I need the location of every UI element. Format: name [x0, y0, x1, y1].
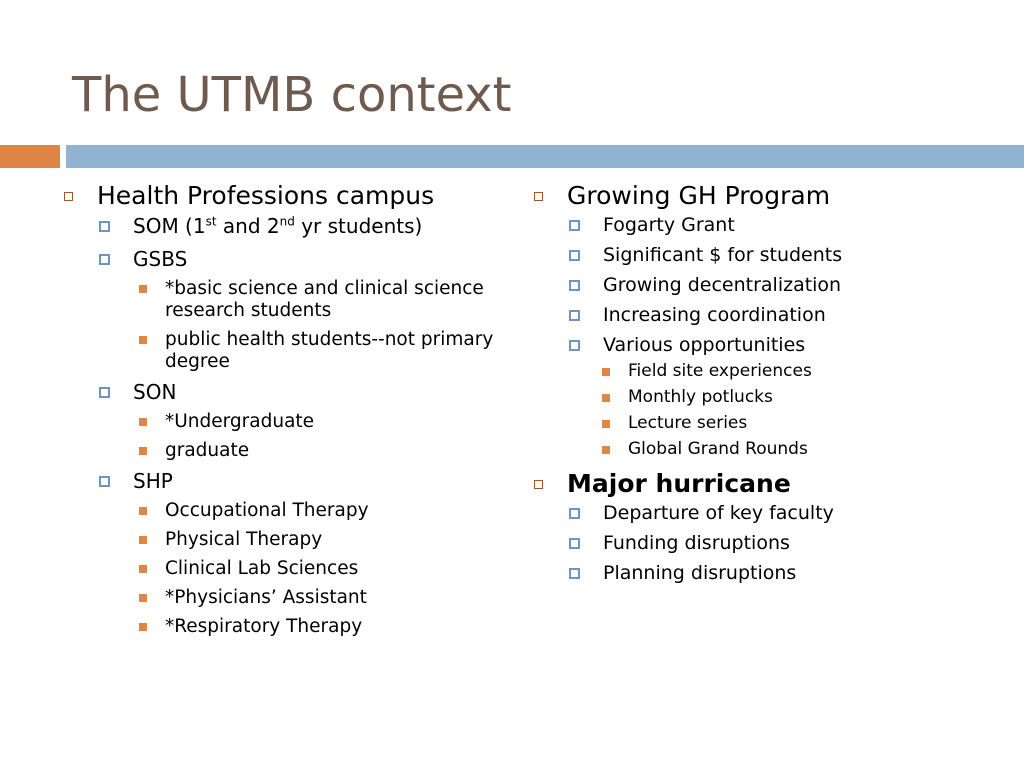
bullet-text: Lecture series [628, 413, 748, 433]
bullet-text: Fogarty Grant [603, 214, 735, 236]
bullet-text: graduate [165, 440, 250, 461]
bullet-text: *Respiratory Therapy [165, 616, 363, 637]
square-bullet-icon [99, 254, 110, 265]
filled-square-bullet-icon [139, 285, 147, 293]
bullet-departure-faculty: Departure of key faculty [569, 501, 1002, 525]
filled-square-bullet-icon [139, 594, 147, 602]
bullet-text: Health Professions campus [97, 181, 435, 210]
bullet-funding-disruptions: Funding disruptions [569, 531, 1002, 555]
bullet-opportunities: Various opportunities [569, 333, 1002, 357]
filled-square-bullet-icon [139, 623, 147, 631]
filled-square-bullet-icon [602, 420, 610, 428]
bullet-text: Planning disruptions [603, 562, 797, 584]
bullet-text: Major hurricane [567, 469, 791, 498]
bullet-shp-cls: Clinical Lab Sciences [139, 558, 502, 580]
bullet-fogarty: Fogarty Grant [569, 213, 1002, 237]
bullet-gsbs-research: *basic science and clinical science rese… [139, 278, 502, 322]
filled-square-bullet-icon [139, 447, 147, 455]
bullet-decentralization: Growing decentralization [569, 273, 1002, 297]
bullet-grand-rounds: Global Grand Rounds [602, 439, 1002, 459]
bullet-gsbs-public-health: public health students--not primary degr… [139, 329, 502, 373]
bullet-text: Occupational Therapy [165, 500, 369, 521]
bullet-health-professions: Health Professions campus [62, 180, 502, 211]
square-bullet-icon [569, 508, 580, 519]
bullet-text: GSBS [133, 247, 188, 271]
filled-square-bullet-icon [602, 368, 610, 376]
bullet-gsbs: GSBS [99, 247, 502, 271]
bullet-major-hurricane: Major hurricane [532, 468, 1002, 499]
square-bullet-icon [99, 221, 110, 232]
square-bullet-icon [569, 280, 580, 291]
bullet-planning-disruptions: Planning disruptions [569, 561, 1002, 585]
bullet-coordination: Increasing coordination [569, 303, 1002, 327]
filled-square-bullet-icon [139, 536, 147, 544]
square-bullet-icon [569, 220, 580, 231]
square-bullet-icon [569, 310, 580, 321]
bullet-text: Growing GH Program [567, 181, 831, 210]
square-bullet-icon [569, 250, 580, 261]
bullet-lecture-series: Lecture series [602, 413, 1002, 433]
bullet-text: Departure of key faculty [603, 502, 834, 524]
slide-title: The UTMB context [72, 67, 512, 123]
filled-square-bullet-icon [139, 507, 147, 515]
bullet-text: SON [133, 380, 177, 404]
bullet-som: SOM (1st and 2nd yr students) [99, 214, 502, 238]
bullet-field-site: Field site experiences [602, 361, 1002, 381]
bullet-shp-pa: *Physicians’ Assistant [139, 587, 502, 609]
hollow-square-bullet-icon [64, 192, 73, 201]
bullet-text: public health students--not primary degr… [165, 329, 494, 372]
bullet-text: Global Grand Rounds [628, 439, 808, 459]
bullet-son-graduate: graduate [139, 440, 502, 462]
filled-square-bullet-icon [139, 418, 147, 426]
bullet-shp-pt: Physical Therapy [139, 529, 502, 551]
bullet-text: *Physicians’ Assistant [165, 587, 367, 608]
square-bullet-icon [569, 538, 580, 549]
filled-square-bullet-icon [602, 446, 610, 454]
bullet-text: Various opportunities [603, 334, 806, 356]
hollow-square-bullet-icon [534, 192, 543, 201]
bullet-text: Clinical Lab Sciences [165, 558, 359, 579]
filled-square-bullet-icon [602, 394, 610, 402]
filled-square-bullet-icon [139, 565, 147, 573]
bullet-text: Increasing coordination [603, 304, 826, 326]
bullet-shp-rt: *Respiratory Therapy [139, 616, 502, 638]
bullet-shp: SHP [99, 469, 502, 493]
filled-square-bullet-icon [139, 336, 147, 344]
bullet-text: *Undergraduate [165, 411, 315, 432]
bullet-growing-gh: Growing GH Program [532, 180, 1002, 211]
hollow-square-bullet-icon [534, 480, 543, 489]
bullet-text: Growing decentralization [603, 274, 842, 296]
square-bullet-icon [99, 476, 110, 487]
bullet-potlucks: Monthly potlucks [602, 387, 1002, 407]
square-bullet-icon [569, 340, 580, 351]
bullet-text: *basic science and clinical science rese… [165, 278, 484, 321]
left-column: Health Professions campus SOM (1st and 2… [62, 180, 502, 638]
bullet-son-undergraduate: *Undergraduate [139, 411, 502, 433]
square-bullet-icon [569, 568, 580, 579]
bullet-text: Funding disruptions [603, 532, 790, 554]
bullet-son: SON [99, 380, 502, 404]
bullet-text: Significant $ for students [603, 244, 843, 266]
bullet-text: SHP [133, 469, 173, 493]
bullet-funding-students: Significant $ for students [569, 243, 1002, 267]
accent-bar-blue [66, 145, 1024, 168]
bullet-text: Physical Therapy [165, 529, 323, 550]
bullet-text: Field site experiences [628, 361, 812, 381]
bullet-shp-ot: Occupational Therapy [139, 500, 502, 522]
right-column: Growing GH Program Fogarty Grant Signifi… [532, 180, 1002, 585]
bullet-text: Monthly potlucks [628, 387, 773, 407]
accent-bar-orange [0, 145, 60, 168]
square-bullet-icon [99, 387, 110, 398]
